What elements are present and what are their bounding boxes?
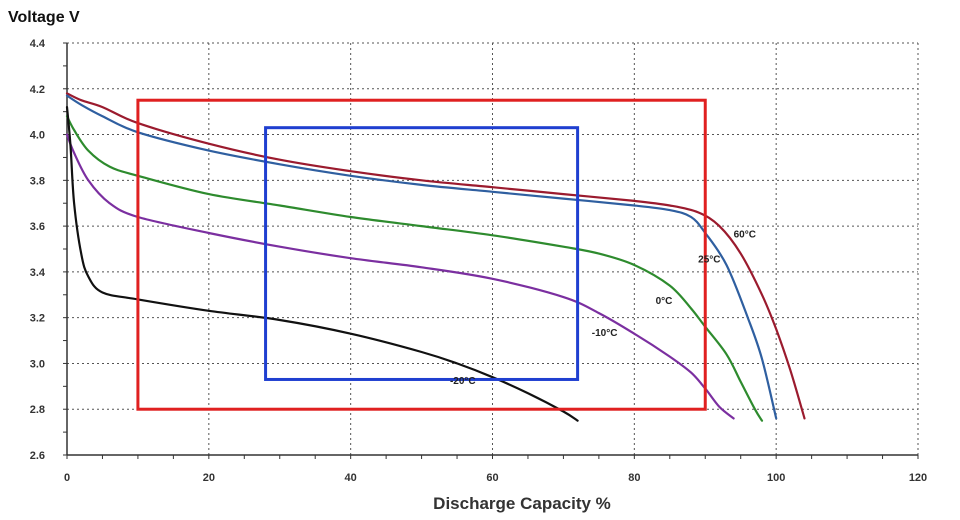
series-label-minus-10c: -10°C <box>592 328 618 339</box>
y-tick-label: 3.6 <box>30 221 45 233</box>
y-tick-label: 4.4 <box>30 38 46 50</box>
series-label-0c: 0°C <box>656 296 673 307</box>
y-axis-title: Voltage V <box>8 9 80 26</box>
y-tick-label: 3.2 <box>30 313 45 325</box>
series-line-25c <box>65 94 778 420</box>
x-tick-label: 20 <box>203 472 215 484</box>
annotation-boxes <box>136 98 707 411</box>
y-tick-label: 3.8 <box>30 175 45 187</box>
red-highlight-box <box>136 98 707 411</box>
y-tick-label: 3.4 <box>30 267 46 279</box>
tick-labels: 2.6 2.8 3.0 3.2 3.4 3.6 3.8 4.0 4.2 4.4 0 20 40 60 80 1… <box>30 38 927 484</box>
y-tick-label: 2.6 <box>30 450 45 462</box>
x-tick-label: 80 <box>628 472 640 484</box>
x-tick-label: 40 <box>345 472 357 484</box>
series-line-0c <box>65 115 764 422</box>
blue-highlight-box <box>264 126 580 381</box>
series-label-25c: 25°C <box>698 255 720 266</box>
y-tick-label: 2.8 <box>30 404 45 416</box>
series-line-minus-20c <box>65 106 579 422</box>
series-label-60c: 60°C <box>734 230 756 241</box>
x-tick-label: 100 <box>767 472 785 484</box>
y-tick-label: 4.2 <box>30 84 45 96</box>
x-tick-label: 120 <box>909 472 927 484</box>
x-tick-label: 0 <box>64 472 70 484</box>
x-tick-label: 60 <box>486 472 498 484</box>
y-tick-label: 3.0 <box>30 358 45 370</box>
series-line-minus-10c <box>65 133 735 420</box>
series-lines <box>65 92 806 422</box>
series-labels: 60°C 25°C 0°C -10°C -20°C <box>450 230 756 387</box>
grid-lines <box>67 42 919 455</box>
x-axis-title: Discharge Capacity % <box>433 494 611 513</box>
series-label-minus-20c: -20°C <box>450 376 476 387</box>
axes <box>63 42 919 459</box>
y-tick-label: 4.0 <box>30 130 45 142</box>
